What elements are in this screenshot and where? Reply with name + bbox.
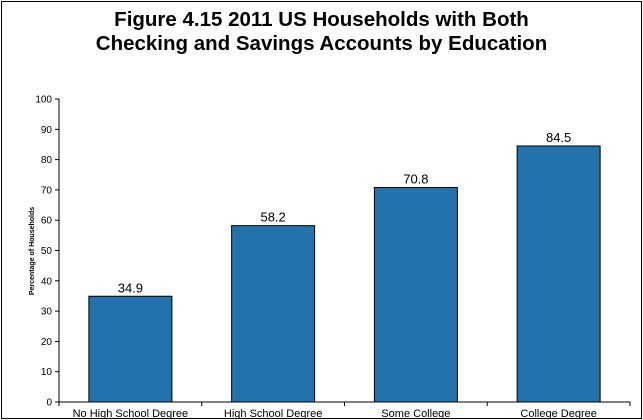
x-category-label: Some College [381,408,450,418]
y-axis-label: Percentage of Households [29,207,36,295]
bar [231,225,316,403]
y-tick-label: 0 [46,398,52,409]
data-label: 70.8 [403,171,428,186]
y-tick-label: 80 [41,155,53,166]
y-tick-label: 10 [41,367,53,378]
y-tick-label: 40 [41,276,53,287]
bar [516,145,601,403]
y-tick-label: 100 [35,95,52,106]
y-tick-label: 30 [41,307,53,318]
y-tick-label: 90 [41,125,53,136]
data-label: 58.2 [260,210,285,225]
y-tick-label: 70 [41,185,53,196]
bar [373,186,458,403]
y-tick-label: 20 [41,337,53,348]
x-category-label: No High School Degree [73,408,189,418]
y-tick-label: 50 [41,246,53,257]
data-label: 34.9 [118,280,143,295]
y-tick-label: 60 [41,216,53,227]
data-label: 84.5 [546,130,571,145]
chart-title: Figure 4.15 2011 US Households with Both… [95,8,548,55]
x-category-label: College Degree [520,408,596,418]
x-category-label: High School Degree [224,408,322,418]
bar [88,295,173,403]
